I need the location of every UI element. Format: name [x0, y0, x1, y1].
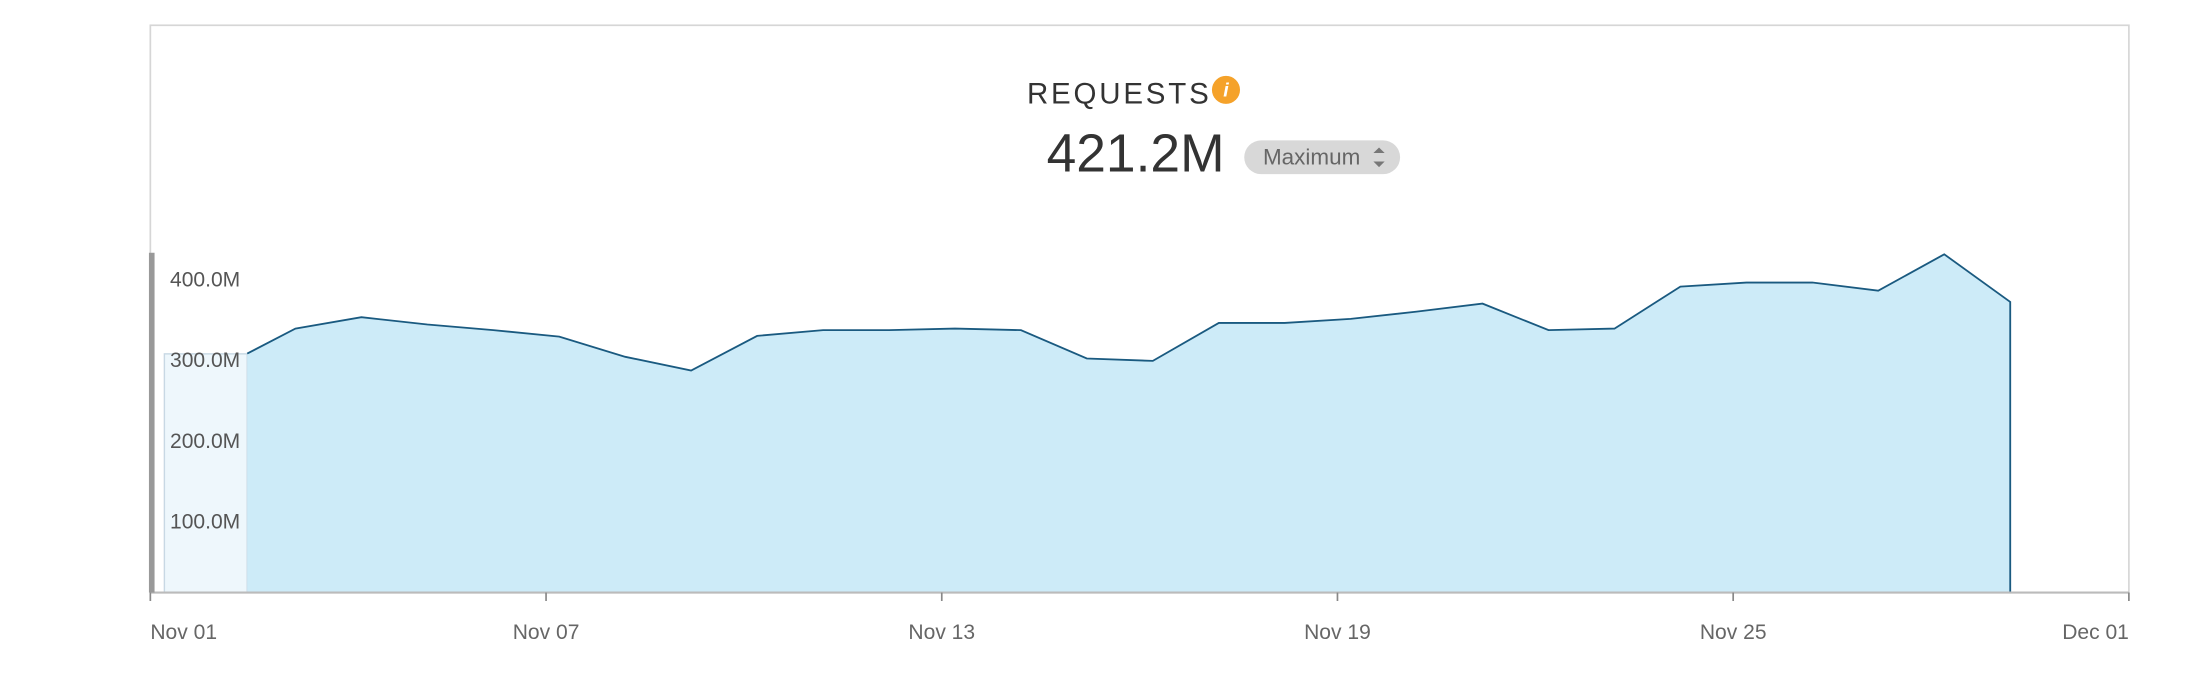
select-arrows — [1373, 147, 1385, 168]
x-tick-label: Nov 19 — [1304, 621, 1371, 644]
y-tick-label: 100.0M — [170, 511, 240, 534]
x-tick-label: Nov 25 — [1700, 621, 1767, 644]
chart-title: REQUESTS — [1027, 77, 1212, 110]
aggregation-select[interactable] — [1244, 140, 1401, 175]
line — [246, 253, 2012, 593]
x-tick-label: Nov 13 — [908, 621, 975, 644]
y-tick-label: 400.0M — [170, 268, 240, 291]
area — [247, 254, 2011, 593]
selection-region — [163, 353, 248, 594]
y-axis-bar — [148, 252, 155, 593]
aggregation-label: Maximum — [1263, 145, 1360, 170]
y-tick-label: 200.0M — [170, 430, 240, 453]
info-icon-glyph: i — [1223, 79, 1229, 101]
x-tick-label: Nov 07 — [513, 621, 580, 644]
summary-value: 421.2M — [1047, 124, 1225, 183]
x-tick-label: Dec 01 — [2062, 621, 2129, 644]
info-icon[interactable] — [1211, 75, 1241, 104]
y-tick-label: 300.0M — [170, 349, 240, 372]
x-tick-label: Nov 01 — [150, 621, 217, 644]
